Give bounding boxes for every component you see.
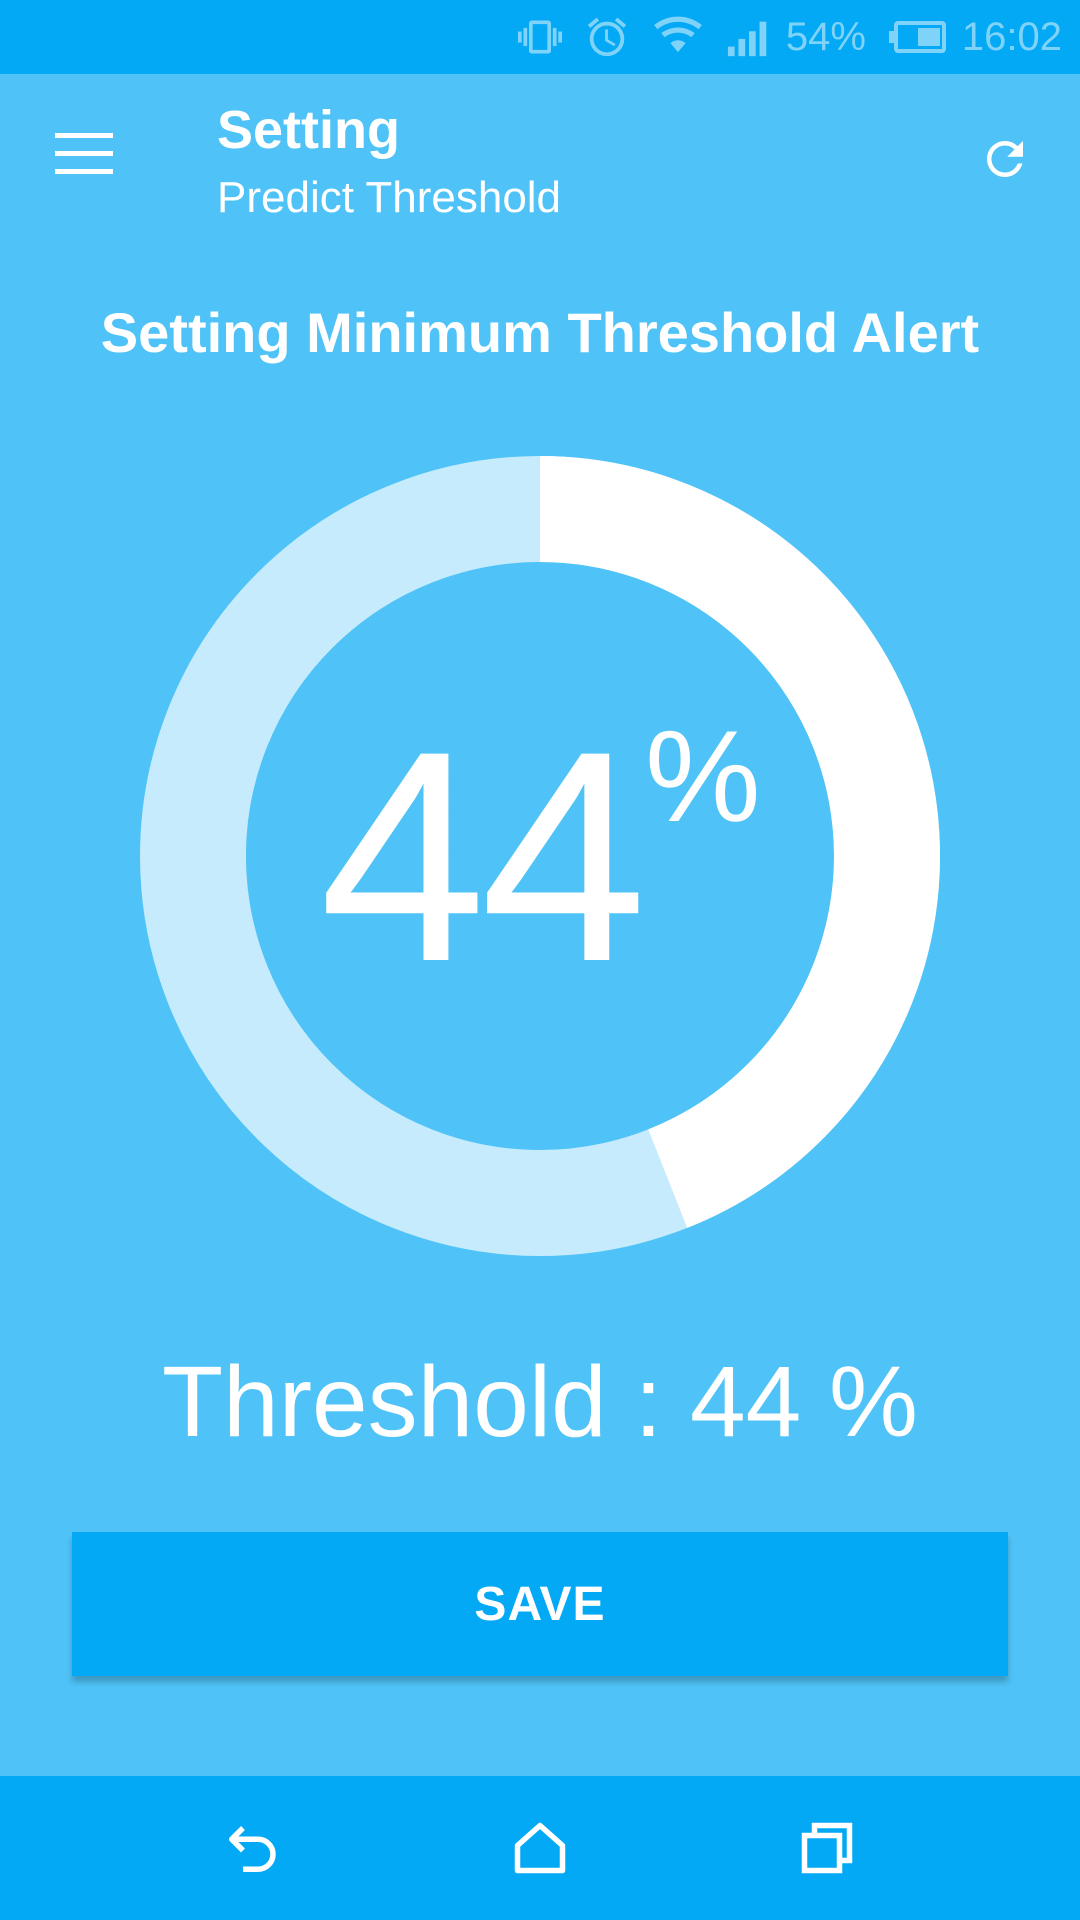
menu-button[interactable] — [44, 126, 124, 182]
alarm-icon — [584, 0, 630, 74]
back-button[interactable] — [213, 1808, 293, 1888]
refresh-button[interactable] — [970, 124, 1040, 194]
navigation-bar — [0, 1776, 1080, 1920]
threshold-label: Threshold : 44 % — [162, 1346, 918, 1458]
status-time: 16:02 — [961, 14, 1062, 59]
threshold-gauge[interactable]: 44 % — [140, 456, 940, 1256]
hamburger-menu-icon — [55, 133, 113, 174]
gauge-unit: % — [645, 703, 761, 849]
gauge-value: 44 % — [140, 456, 940, 1256]
vibrate-icon — [517, 0, 562, 74]
home-icon — [514, 1822, 566, 1874]
gauge-ring[interactable] — [140, 456, 940, 1256]
page-heading: Setting Minimum Threshold Alert — [100, 301, 980, 364]
app-title: Setting — [217, 100, 400, 160]
gauge-fill — [539, 456, 940, 1228]
recents-button[interactable] — [787, 1808, 867, 1888]
battery-percent: 54% — [785, 14, 866, 59]
app-bar: Setting Predict Threshold — [0, 74, 1080, 234]
recents-icon — [801, 1822, 853, 1874]
gauge-number: 44 — [319, 688, 647, 1024]
app-titles: Setting Predict Threshold — [217, 98, 561, 228]
wifi-icon — [652, 0, 704, 74]
signal-icon — [726, 0, 772, 74]
back-icon — [229, 1826, 276, 1872]
home-button[interactable] — [500, 1808, 580, 1888]
app-subtitle: Predict Threshold — [217, 173, 562, 222]
refresh-icon — [987, 141, 1023, 177]
save-button[interactable]: SAVE — [72, 1532, 1008, 1676]
status-bar: 54% 16:02 — [0, 0, 1080, 74]
battery-icon — [888, 0, 948, 74]
